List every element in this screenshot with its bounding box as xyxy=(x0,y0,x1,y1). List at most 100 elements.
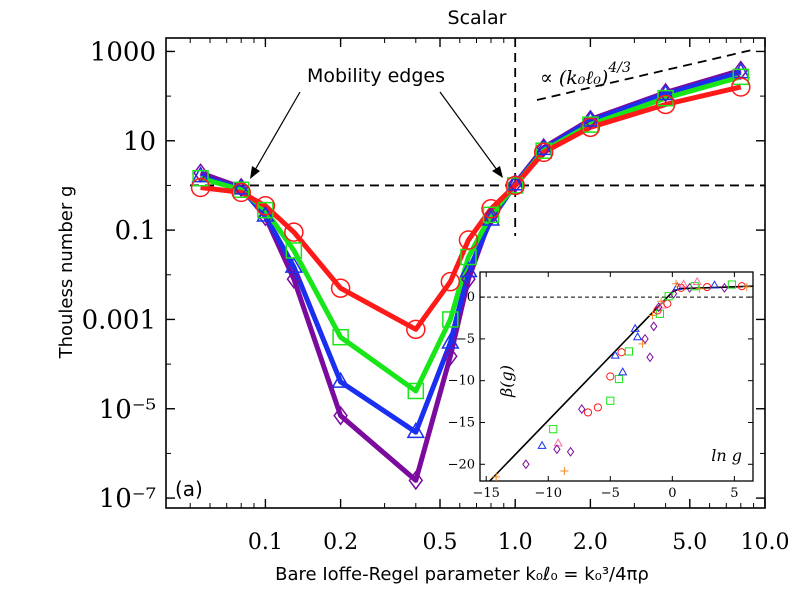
inset-point-triangle xyxy=(630,323,640,332)
scaling-law-label: ∝ (k₀ℓ₀)4/3 xyxy=(540,60,631,89)
series-point-circle xyxy=(440,271,461,292)
y-tick-label: 0.001 xyxy=(82,305,156,335)
series-point-triangle xyxy=(506,174,525,191)
series-point-circle xyxy=(284,222,304,242)
series-point-circle xyxy=(655,94,676,115)
series-point-triangle xyxy=(534,138,553,156)
inset-point-diamond xyxy=(646,352,654,363)
inset-point-square xyxy=(549,425,558,434)
x-tick-label: 1.0 xyxy=(498,530,533,555)
inset-x-label: ln g xyxy=(711,446,742,465)
inset-x-tick-label: 0 xyxy=(668,486,676,501)
series-point-triangle xyxy=(331,371,350,388)
inset-frame xyxy=(479,271,754,482)
inset-point-circle xyxy=(653,306,662,315)
inset-point-plus xyxy=(560,466,569,475)
series-point-square xyxy=(657,89,674,107)
inset-point-diamond xyxy=(566,446,575,457)
series-point-circle xyxy=(731,77,751,97)
inset-point-diamond xyxy=(578,404,586,415)
series-point-diamond xyxy=(286,269,302,289)
series-point-circle xyxy=(255,196,276,216)
inset-points xyxy=(492,276,751,481)
inset-x-tick-label: −5 xyxy=(601,486,620,501)
scaling-prefix: ∝ xyxy=(540,67,553,89)
inset: −15 −10 −5 0 5 0 −5 −10 −15 −20 β(g) ln g xyxy=(448,271,754,501)
series-point-square xyxy=(506,177,524,194)
series-point-triangle xyxy=(459,261,478,278)
inset-point-triangle xyxy=(692,276,702,286)
left-arrow xyxy=(254,91,301,171)
series-point-square xyxy=(407,382,425,400)
inset-point-triangle xyxy=(537,440,547,449)
inset-x-tick-label: 5 xyxy=(730,486,738,501)
x-tick-label: 0.5 xyxy=(423,530,458,555)
series-point-circle xyxy=(406,319,426,340)
inset-point-plus xyxy=(672,279,681,288)
y-tick-label: 10⁻⁷ xyxy=(99,484,156,514)
x-axis-label: Bare Ioffe-Regel parameter k₀ℓ₀ = k₀³/4π… xyxy=(275,564,649,585)
inset-point-plus xyxy=(695,284,704,293)
inset-point-diamond xyxy=(650,321,658,332)
inset-point-square xyxy=(606,396,615,405)
y-tick-label: 1000 xyxy=(90,37,156,67)
inset-point-diamond xyxy=(522,459,530,470)
inset-y-tick-label: 0 xyxy=(467,290,475,305)
inset-point-circle xyxy=(583,408,593,417)
main-x-ticks: 0.1 0.2 0.5 1.0 2.0 5.0 10.0 xyxy=(189,38,789,555)
inset-point-plus xyxy=(657,297,666,306)
y-tick-label: 10⁻⁵ xyxy=(99,395,156,425)
inset-point-triangle xyxy=(618,367,628,376)
series-point-diamond xyxy=(443,346,458,367)
series-point-triangle xyxy=(441,332,460,349)
inset-point-triangle xyxy=(553,438,563,447)
series-point-triangle xyxy=(406,421,425,439)
inset-y-tick-label: −15 xyxy=(448,415,475,430)
inset-point-triangle xyxy=(632,332,643,341)
inset-point-circle xyxy=(593,403,602,412)
inset-point-square xyxy=(614,374,624,384)
inset-point-diamond xyxy=(686,282,694,293)
series-point-triangle xyxy=(481,209,501,226)
inset-x-tick-label: −10 xyxy=(535,486,562,501)
series-point-circle xyxy=(190,177,211,198)
inset-point-plus xyxy=(742,283,751,292)
inset-point-triangle xyxy=(610,350,620,359)
series-point-diamond xyxy=(733,60,749,81)
scaling-law-line xyxy=(536,49,753,101)
series-point-square xyxy=(192,169,209,187)
inset-point-circle xyxy=(737,282,746,291)
inset-point-square xyxy=(624,347,634,356)
inset-y-tick-label: −20 xyxy=(448,457,475,472)
inset-y-label: β(g) xyxy=(497,365,516,398)
right-arrowhead xyxy=(492,166,503,178)
series-point-diamond xyxy=(408,470,424,491)
y-axis-label: Thouless number g xyxy=(56,186,77,360)
series-point-square xyxy=(442,311,459,328)
x-tick-label: 10.0 xyxy=(741,530,789,555)
series-point-diamond xyxy=(658,82,673,103)
main-y-ticks: 10⁻⁷ 10⁻⁵ 0.001 0.1 10 1000 xyxy=(82,37,765,514)
series-point-circle xyxy=(458,230,479,250)
inset-ticks: −15 −10 −5 0 5 0 −5 −10 −15 −20 xyxy=(448,272,753,501)
series-point-circle xyxy=(481,199,501,219)
series-point-circle xyxy=(533,142,554,163)
inset-point-circle xyxy=(606,372,615,381)
inset-point-triangle xyxy=(709,280,720,289)
panel-label: (a) xyxy=(175,477,203,501)
x-tick-label: 0.1 xyxy=(248,530,283,555)
inset-point-triangle xyxy=(678,279,689,288)
series-point-square xyxy=(285,242,303,259)
x-tick-label: 2.0 xyxy=(573,530,608,555)
inset-point-diamond xyxy=(641,333,649,344)
series-point-triangle xyxy=(232,178,251,195)
x-tick-label: 5.0 xyxy=(672,530,707,555)
series-point-square xyxy=(332,328,349,346)
inset-y-tick-label: −10 xyxy=(448,374,475,389)
inset-point-plus xyxy=(638,339,647,348)
series-point-square xyxy=(732,68,750,86)
chart-title: Scalar xyxy=(448,7,507,29)
inset-point-plus xyxy=(648,311,657,320)
scaling-base: (k₀ℓ₀) xyxy=(559,67,609,89)
